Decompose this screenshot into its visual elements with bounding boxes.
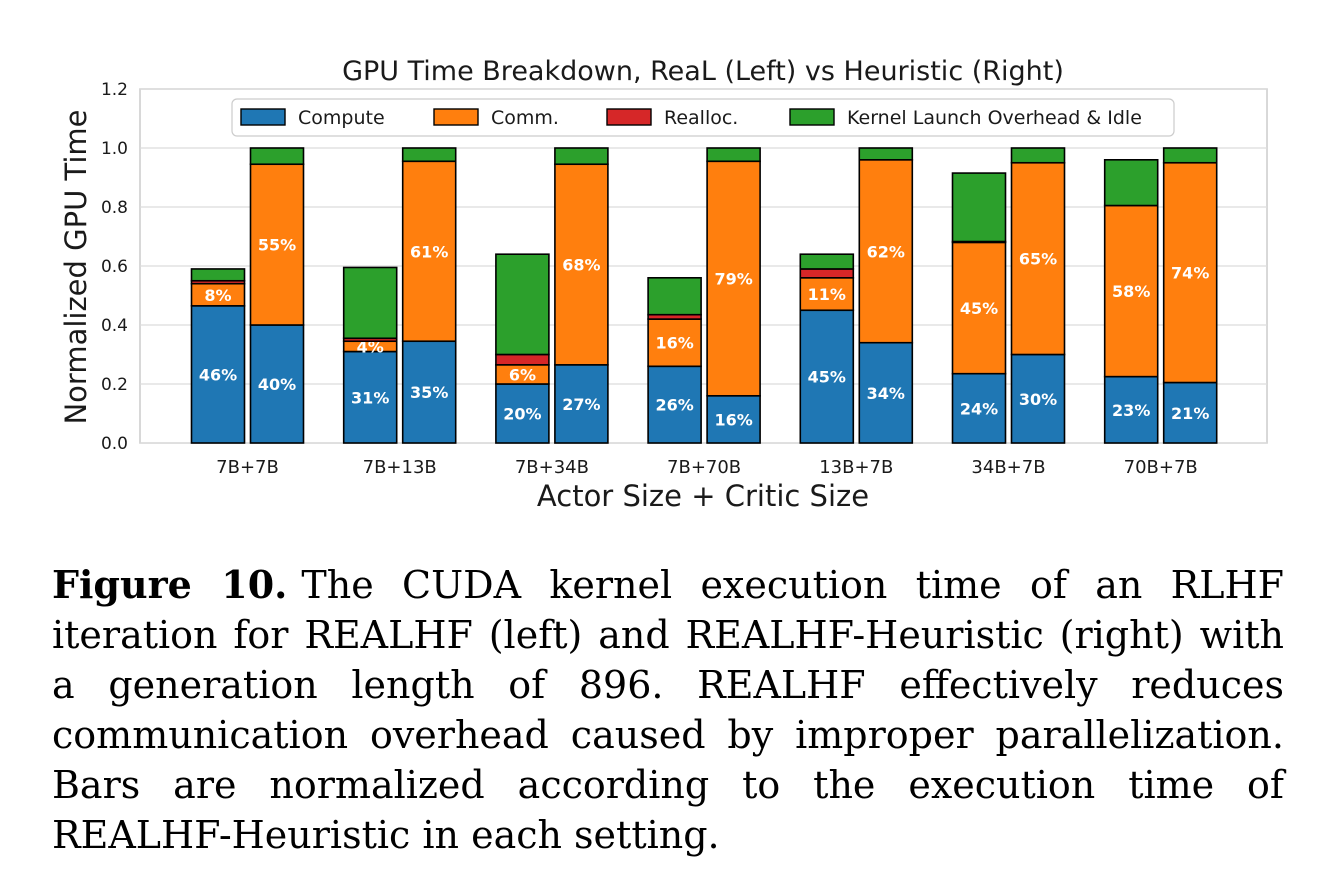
bar-value-label: 58% xyxy=(1112,282,1150,301)
bar-segment-comm xyxy=(858,159,914,344)
bar-value-label: 26% xyxy=(655,396,693,415)
bar-segment-kernel-launch-overhead-idle xyxy=(1162,147,1218,164)
chart-title: GPU Time Breakdown, ReaL (Left) vs Heuri… xyxy=(342,56,1064,87)
bar-value-label: 21% xyxy=(1171,404,1209,423)
bar-segment-kernel-launch-overhead-idle xyxy=(249,147,305,166)
bar-segment-compute xyxy=(647,365,702,444)
bar-value-label: 79% xyxy=(714,270,752,289)
bar-value-label: 65% xyxy=(1019,250,1057,269)
bar-segment-kernel-launch-overhead-idle xyxy=(706,147,761,163)
bar-value-label: 45% xyxy=(808,368,846,387)
bar-value-label: 20% xyxy=(503,405,541,424)
bar-value-label: 46% xyxy=(199,365,237,384)
bar-value-label: 16% xyxy=(655,334,693,353)
bar-segment-comm xyxy=(1103,204,1159,378)
bar-segment-kernel-launch-overhead-idle xyxy=(554,147,609,166)
bar-segment-comm xyxy=(1162,161,1218,384)
legend-label: Kernel Launch Overhead & Idle xyxy=(847,107,1142,129)
caption-label: Figure 10. xyxy=(52,562,288,607)
x-tick-label: 7B+70B xyxy=(667,457,741,478)
x-tick-label: 7B+34B xyxy=(515,457,589,478)
bar-segment-compute xyxy=(1010,353,1066,444)
bar-segment-realloc xyxy=(495,353,550,366)
bar-segment-compute xyxy=(858,341,914,444)
legend-swatch xyxy=(240,108,286,126)
bar-segment-kernel-launch-overhead-idle xyxy=(342,266,398,340)
caption-text: The CUDA kernel execution time of an RLH… xyxy=(52,563,1284,857)
bar-value-label: 30% xyxy=(1019,390,1057,409)
bar-segment-kernel-launch-overhead-idle xyxy=(647,276,702,316)
bar-segment-compute xyxy=(1162,381,1218,444)
y-axis-label: Normalized GPU Time xyxy=(59,109,93,424)
bar-value-label: 40% xyxy=(258,375,296,394)
bar-segment-comm xyxy=(554,163,609,366)
bar-segment-compute xyxy=(342,350,398,444)
bar-value-label: 8% xyxy=(204,286,231,305)
bar-segment-kernel-launch-overhead-idle xyxy=(799,253,855,270)
bar-segment-compute xyxy=(799,309,855,444)
y-tick-label: 0.4 xyxy=(101,316,128,336)
bar-segment-comm xyxy=(706,160,761,397)
bar-value-label: 27% xyxy=(562,395,600,414)
bar-segment-kernel-launch-overhead-idle xyxy=(951,172,1007,243)
y-tick-label: 0.6 xyxy=(101,257,128,277)
bar-segment-compute xyxy=(249,324,305,444)
bar-segment-compute xyxy=(706,394,761,444)
bar-segment-comm xyxy=(249,163,305,326)
bar-segment-compute xyxy=(1103,375,1159,444)
x-tick-label: 70B+7B xyxy=(1124,457,1198,478)
bar-value-label: 35% xyxy=(410,383,448,402)
x-tick-label: 34B+7B xyxy=(971,457,1045,478)
bar-value-label: 4% xyxy=(357,337,384,356)
bar-segment-kernel-launch-overhead-idle xyxy=(190,268,246,282)
bar-segment-compute xyxy=(401,340,457,444)
y-tick-label: 1.0 xyxy=(101,139,128,159)
bar-value-label: 23% xyxy=(1112,401,1150,420)
bar-value-label: 11% xyxy=(808,285,846,304)
bar-segment-realloc xyxy=(799,268,855,279)
bar-segment-compute xyxy=(190,305,246,444)
bar-value-label: 61% xyxy=(410,242,448,261)
y-tick-label: 0.8 xyxy=(101,198,128,218)
y-tick-label: 1.2 xyxy=(101,80,128,100)
x-tick-label: 7B+7B xyxy=(216,457,279,478)
bar-segment-kernel-launch-overhead-idle xyxy=(401,147,457,163)
y-tick-label: 0.0 xyxy=(101,434,128,454)
bar-value-label: 24% xyxy=(960,399,998,418)
bar-segment-comm xyxy=(401,160,457,343)
bar-value-label: 74% xyxy=(1171,264,1209,283)
bar-segment-kernel-launch-overhead-idle xyxy=(495,253,550,356)
legend-label: Comm. xyxy=(491,107,559,129)
x-axis-label: Actor Size + Critic Size xyxy=(537,479,869,513)
figure-caption: Figure 10. The CUDA kernel execution time… xyxy=(52,560,1284,860)
bar-segment-kernel-launch-overhead-idle xyxy=(858,147,914,161)
bar-segment-compute xyxy=(495,383,550,444)
bar-value-label: 6% xyxy=(509,365,536,384)
bar-value-label: 16% xyxy=(714,410,752,429)
bar-value-label: 55% xyxy=(258,236,296,255)
bar-segment-kernel-launch-overhead-idle xyxy=(1103,159,1159,207)
bar-segment-comm xyxy=(1010,161,1066,356)
legend-label: Compute xyxy=(298,107,385,129)
x-tick-label: 13B+7B xyxy=(819,457,893,478)
bar-segment-compute xyxy=(554,364,609,444)
bar-value-label: 68% xyxy=(562,256,600,275)
bar-value-label: 34% xyxy=(867,384,905,403)
legend-swatch xyxy=(433,108,479,126)
bar-value-label: 45% xyxy=(960,299,998,318)
y-tick-label: 0.2 xyxy=(101,375,128,395)
bar-segment-kernel-launch-overhead-idle xyxy=(1010,147,1066,164)
bar-value-label: 62% xyxy=(867,242,905,261)
legend-swatch xyxy=(606,108,652,126)
legend-swatch xyxy=(789,108,835,126)
x-tick-label: 7B+13B xyxy=(363,457,437,478)
legend xyxy=(231,98,1175,137)
bar-value-label: 31% xyxy=(351,388,389,407)
legend-label: Realloc. xyxy=(664,107,738,129)
